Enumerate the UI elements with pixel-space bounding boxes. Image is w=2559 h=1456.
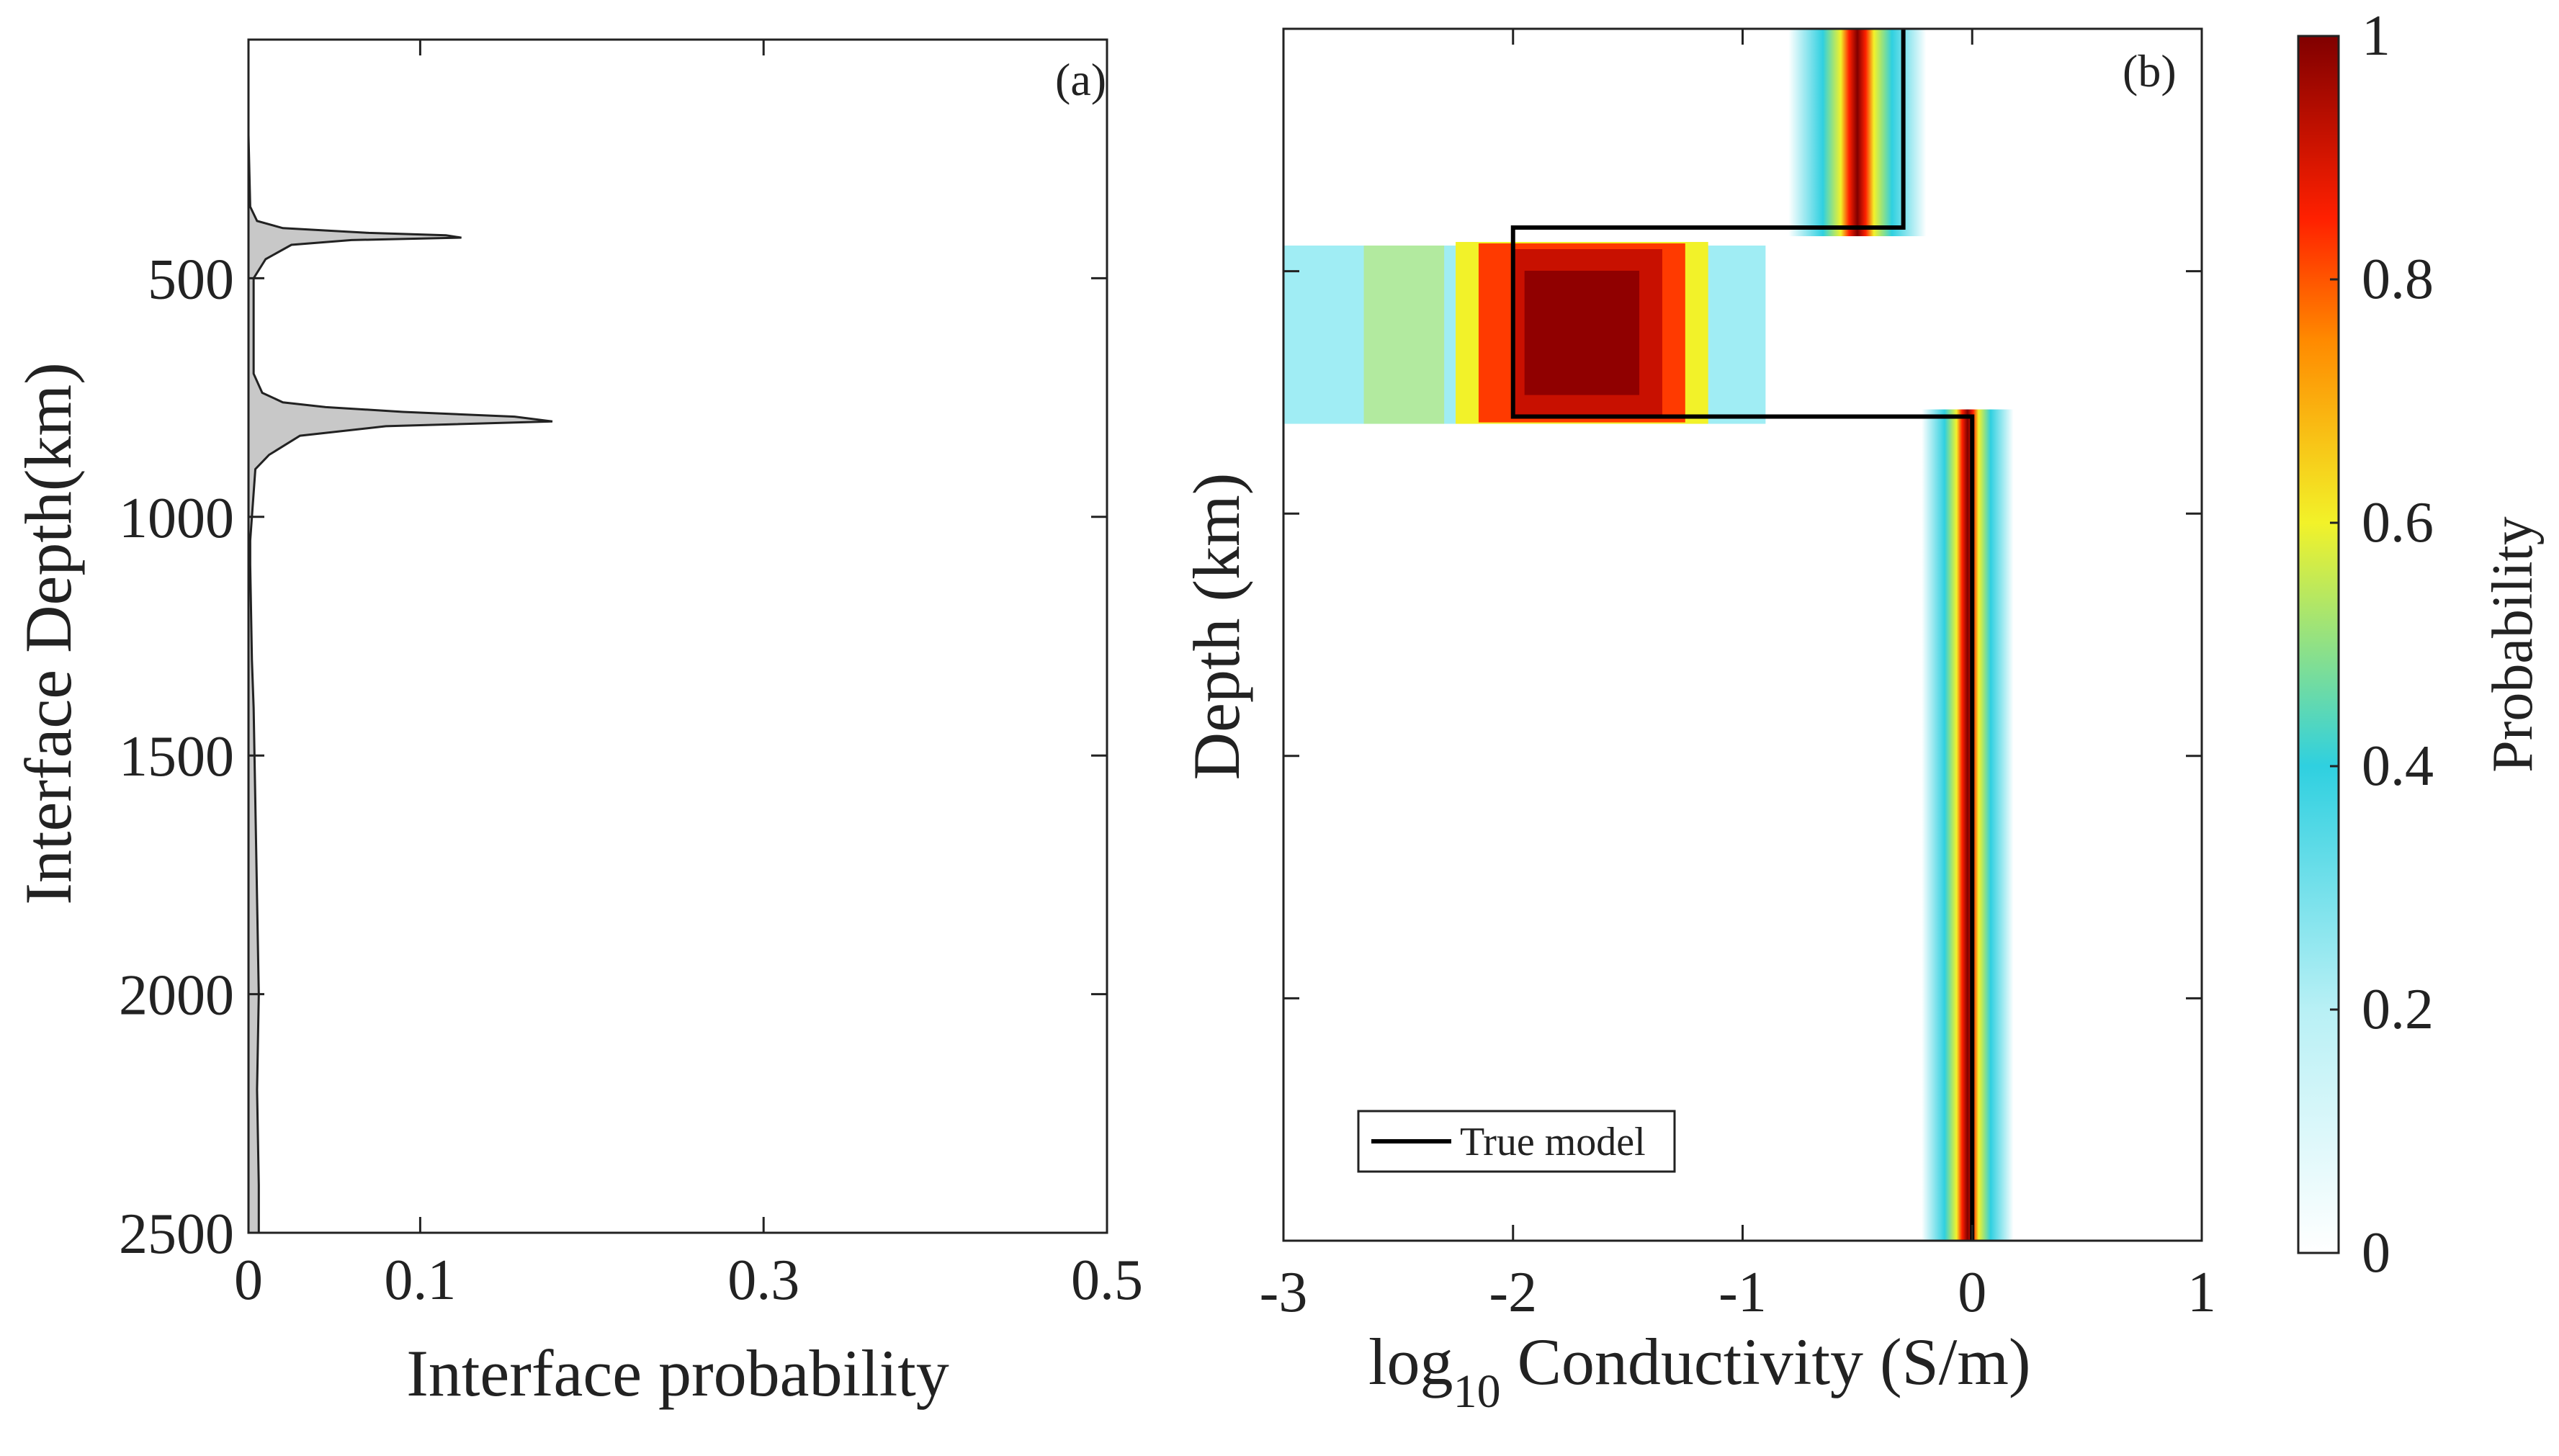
- true-model-line: [1510, 29, 1975, 1241]
- panel-a-ytick-label: 1000: [119, 487, 234, 550]
- xlabel-log: log: [1368, 1325, 1453, 1398]
- interface-probability-area: [247, 40, 553, 1234]
- panel-a-ylabel: Interface Depth(km): [12, 362, 85, 904]
- panel-a-ytick-label: 500: [148, 248, 234, 311]
- panel-b-xtick-label: -1: [1718, 1261, 1767, 1324]
- panel-a-label: (a): [1055, 54, 1106, 105]
- panel-a: 0 0.1 0.3 0.5 500 1000 1500 2000 2500 (a) Inter…: [12, 38, 1143, 1410]
- colorbar-label: Probability: [2481, 516, 2545, 773]
- legend: True model: [1357, 1110, 1676, 1173]
- colorbar-gradient: [2297, 35, 2340, 1254]
- heatmap-halo-green: [1363, 246, 1445, 424]
- panel-b-xtick-label: 0: [1958, 1261, 1986, 1324]
- xlabel-rest: Conductivity (S/m): [1501, 1325, 2031, 1398]
- panel-b-frame: [1282, 27, 2203, 1242]
- colorbar: 0 0.2 0.4 0.6 0.8 1 Probability: [2297, 4, 2545, 1285]
- panel-a-ytick-label: 2500: [119, 1203, 234, 1266]
- panel-b-ylabel: Depth (km): [1180, 473, 1253, 781]
- colorbar-tick-label: 0.8: [2362, 248, 2434, 311]
- panel-b-xtick-label: -3: [1260, 1261, 1308, 1324]
- panel-a-xtick-label: 0.1: [384, 1249, 456, 1312]
- heatmap-core-block: [1524, 271, 1640, 395]
- colorbar-tick-label: 1: [2362, 4, 2390, 68]
- panel-b-xtick-label: 1: [2187, 1261, 2216, 1324]
- panel-a-ytick-label: 1500: [119, 725, 234, 788]
- panel-a-xtick-label: 0.5: [1071, 1249, 1143, 1312]
- heatmap-band-lower: [1922, 409, 2014, 1241]
- panel-a-xtick-label: 0: [234, 1249, 263, 1312]
- legend-true-model: True model: [1460, 1120, 1646, 1164]
- panel-a-xlabel: Interface probability: [406, 1336, 949, 1410]
- colorbar-tick-label: 0.4: [2362, 734, 2434, 798]
- heatmap-band-upper: [1788, 29, 1927, 237]
- panel-b-label: (b): [2123, 45, 2177, 96]
- panel-a-frame: [247, 38, 1108, 1234]
- panel-a-ytick-label: 2000: [119, 964, 234, 1028]
- colorbar-tick-label: 0.6: [2362, 491, 2434, 554]
- xlabel-subscript: 10: [1453, 1365, 1501, 1418]
- panel-a-xtick-label: 0.3: [727, 1249, 799, 1312]
- panel-b: -3 -2 -1 0 1 (b) log10 Conductivity (S/m) De…: [1180, 27, 2216, 1418]
- panel-b-xlabel: log10 Conductivity (S/m): [1368, 1325, 2031, 1418]
- panel-b-xtick-label: -2: [1489, 1261, 1537, 1324]
- colorbar-tick-label: 0.2: [2362, 978, 2434, 1041]
- colorbar-tick-label: 0: [2362, 1221, 2390, 1285]
